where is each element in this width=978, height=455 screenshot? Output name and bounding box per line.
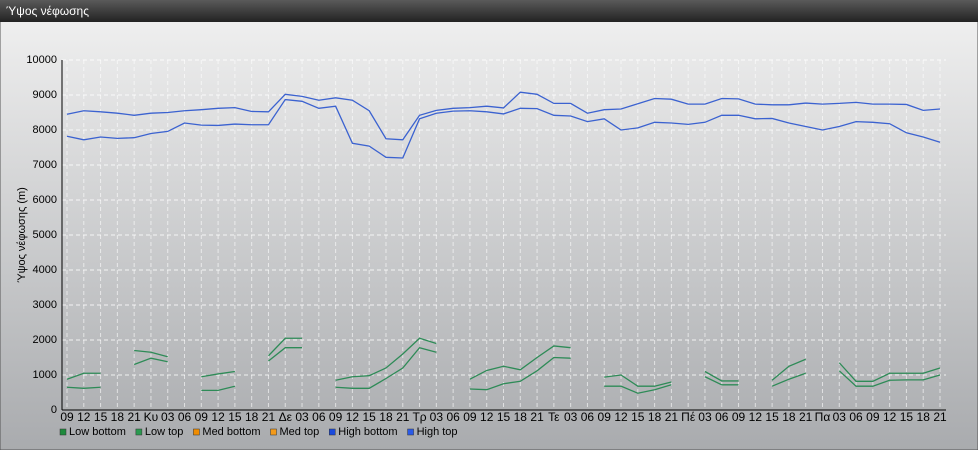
x-tick-label: 15 [363, 410, 377, 424]
y-tick-label: 7000 [33, 159, 57, 171]
series-line [66, 91, 941, 141]
title-bar [0, 0, 978, 22]
series-line [66, 98, 941, 159]
x-tick-label: 03 [161, 410, 175, 424]
x-tick-label: 09 [598, 410, 612, 424]
x-tick-label: 21 [530, 410, 544, 424]
x-tick-label: 15 [497, 410, 511, 424]
series-line [66, 346, 941, 394]
chart-title: Ύψος νέφωσης [6, 4, 89, 18]
x-tick-label: 03 [430, 410, 444, 424]
x-tick-label: 12 [614, 410, 628, 424]
y-tick-label: 0 [51, 404, 57, 416]
x-tick-label: 18 [111, 410, 125, 424]
x-tick-label: 21 [933, 410, 947, 424]
y-tick-label: 5000 [33, 229, 57, 241]
x-tick-label: 18 [245, 410, 259, 424]
x-tick-label: 21 [799, 410, 813, 424]
x-tick-label: 03 [564, 410, 578, 424]
legend-label: Low bottom [69, 426, 126, 438]
legend-swatch [193, 428, 200, 436]
x-tick-label: 15 [228, 410, 242, 424]
x-tick-label: 18 [917, 410, 931, 424]
x-tick-label: 03 [833, 410, 847, 424]
y-tick-label: 6000 [33, 194, 57, 206]
legend-label: High bottom [338, 426, 397, 438]
x-tick-label: 18 [514, 410, 528, 424]
x-tick-label: 12 [480, 410, 494, 424]
x-tick-label: 21 [396, 410, 410, 424]
x-tick-label: 09 [463, 410, 477, 424]
x-tick-label: 15 [94, 410, 108, 424]
x-tick-label: 06 [446, 410, 460, 424]
legend-swatch [135, 428, 143, 436]
x-tick-label: 12 [346, 410, 360, 424]
x-tick-label: Τρ [412, 410, 426, 424]
y-tick-label: 4000 [33, 264, 57, 276]
x-tick-label: 21 [127, 410, 141, 424]
x-tick-label: 12 [77, 410, 91, 424]
x-tick-label: 09 [195, 410, 209, 424]
y-tick-label: 8000 [33, 124, 57, 136]
x-tick-label: 12 [883, 410, 897, 424]
legend-swatch [407, 428, 414, 436]
x-tick-label: 21 [665, 410, 679, 424]
x-tick-label: 03 [295, 410, 309, 424]
x-tick-label: Πέ [681, 410, 696, 424]
y-tick-label: 1000 [33, 369, 57, 381]
legend-label: High top [417, 426, 458, 438]
y-tick-label: 10000 [26, 54, 57, 66]
x-tick-label: 06 [178, 410, 192, 424]
x-tick-label: Κυ [144, 410, 159, 424]
y-tick-label: 3000 [33, 299, 57, 311]
legend-label: Med top [280, 426, 320, 438]
x-tick-label: 15 [765, 410, 779, 424]
x-tick-label: 09 [329, 410, 343, 424]
x-tick-label: 06 [849, 410, 863, 424]
x-tick-label: 15 [900, 410, 914, 424]
x-tick-label: 06 [312, 410, 326, 424]
x-tick-label: Πα [815, 410, 831, 424]
legend-swatch [329, 428, 336, 436]
series-line [66, 337, 941, 387]
x-tick-label: 15 [631, 410, 645, 424]
x-tick-label: 18 [648, 410, 662, 424]
x-tick-label: 06 [715, 410, 729, 424]
x-tick-label: 18 [782, 410, 796, 424]
x-tick-label: 09 [60, 410, 74, 424]
x-tick-label: 18 [379, 410, 393, 424]
legend-swatch [270, 428, 277, 436]
x-tick-label: Δε [279, 410, 293, 424]
x-tick-label: 03 [698, 410, 712, 424]
x-tick-label: 09 [866, 410, 880, 424]
y-tick-label: 2000 [33, 334, 57, 346]
legend-label: Low top [145, 426, 184, 438]
legend-swatch [59, 428, 67, 436]
x-tick-label: Τε [548, 410, 560, 424]
y-tick-label: 9000 [33, 89, 57, 101]
x-tick-label: 12 [749, 410, 763, 424]
x-tick-label: 09 [732, 410, 746, 424]
x-tick-label: 06 [581, 410, 595, 424]
legend-label: Med bottom [202, 426, 260, 438]
y-axis-label: Ύψος νέφωσης (m) [16, 187, 28, 283]
x-tick-label: 21 [262, 410, 276, 424]
x-tick-label: 12 [211, 410, 225, 424]
